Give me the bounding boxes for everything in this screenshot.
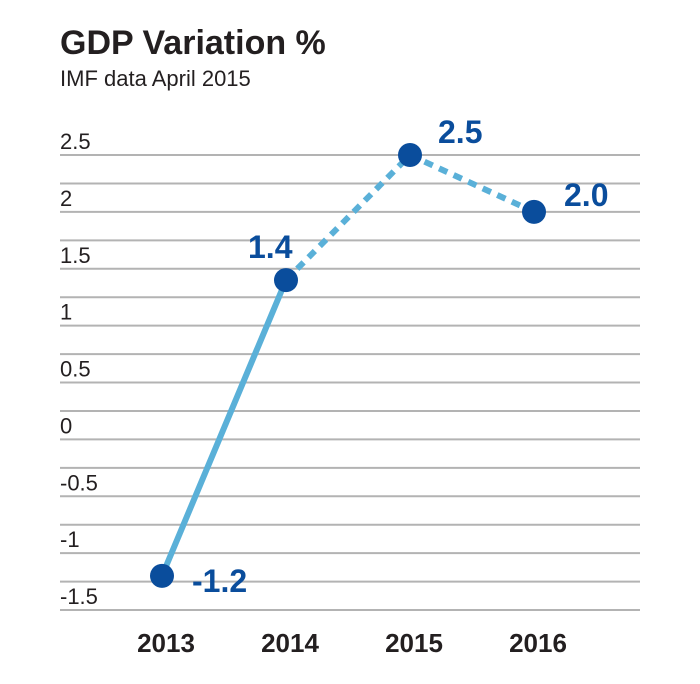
data-label-2013: -1.2 — [192, 563, 247, 599]
y-tick-label: -1.5 — [60, 584, 98, 609]
y-tick-label: 1 — [60, 300, 72, 325]
projected-segment — [408, 152, 536, 215]
y-tick-label: 0 — [60, 413, 72, 438]
data-labels: -1.2 1.4 2.5 2.0 — [192, 114, 608, 599]
series-lines — [159, 152, 536, 578]
data-point-2015 — [398, 143, 422, 167]
x-tick-label: 2015 — [385, 628, 443, 658]
actual-segment — [159, 278, 289, 578]
chart-title: GDP Variation % — [60, 24, 326, 62]
x-axis-ticks: 2013 2014 2015 2016 — [137, 628, 567, 658]
data-point-2013 — [150, 563, 174, 588]
data-label-2014: 1.4 — [248, 229, 293, 265]
data-point-2014 — [274, 268, 298, 293]
y-tick-label: 0.5 — [60, 357, 91, 382]
y-tick-label: 1.5 — [60, 243, 91, 268]
data-label-2015: 2.5 — [438, 114, 482, 150]
data-label-2016: 2.0 — [564, 177, 608, 213]
projected-segment — [283, 152, 413, 283]
gridlines — [60, 154, 640, 611]
data-point-2016 — [522, 199, 546, 224]
x-tick-label: 2013 — [137, 628, 195, 658]
chart-subtitle: IMF data April 2015 — [60, 66, 251, 91]
data-points — [150, 143, 546, 588]
x-tick-label: 2014 — [261, 628, 319, 658]
y-axis-ticks: 2.5 2 1.5 1 0.5 0 -0.5 -1 -1.5 — [60, 129, 98, 609]
y-tick-label: 2.5 — [60, 129, 91, 154]
y-tick-label: -0.5 — [60, 470, 98, 495]
y-tick-label: -1 — [60, 527, 80, 552]
y-tick-label: 2 — [60, 186, 72, 211]
x-tick-label: 2016 — [509, 628, 567, 658]
